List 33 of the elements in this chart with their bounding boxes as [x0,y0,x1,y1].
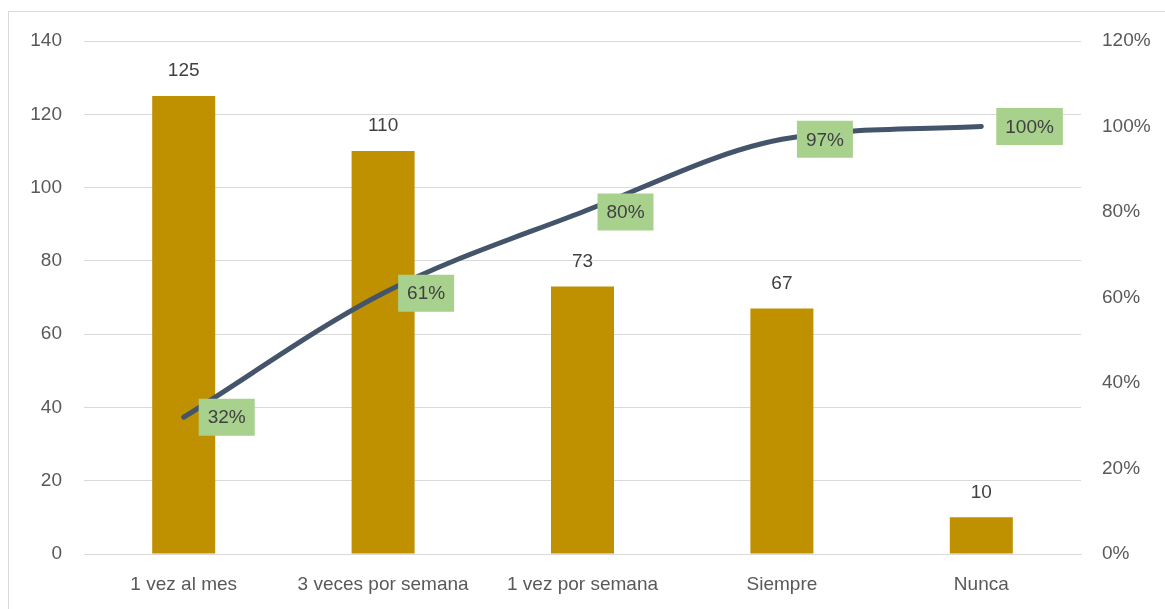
y-tick-label: 100 [30,175,62,197]
y-tick-label: 120 [30,102,62,124]
y-tick-label: 40 [40,395,62,417]
y-tick-label: 140 [30,29,62,51]
x-tick-label: 3 veces por semana [297,572,470,594]
x-tick-label: 1 vez al mes [130,572,238,594]
y2-tick-label: 80% [1102,200,1141,222]
y2-tick-label: 120% [1102,29,1151,51]
data-label: 97% [805,128,845,150]
data-label: 80% [606,201,645,223]
data-label: 73 [571,249,594,271]
y-tick-label: 0 [51,542,62,564]
y-tick-label: 60 [40,322,62,344]
data-label: 100% [1005,115,1054,137]
y-tick-label: 20 [40,468,62,490]
bar [551,286,615,554]
x-tick-label: Siempre [746,572,818,594]
data-label: 125 [167,59,200,81]
bar [750,308,814,554]
y2-tick-label: 20% [1102,456,1141,478]
y2-tick-label: 40% [1102,371,1141,393]
y-tick-label: 80 [40,249,62,271]
data-label: 10 [970,480,992,502]
data-label: 61% [407,282,446,304]
y2-tick-label: 60% [1102,285,1141,307]
x-tick-label: 1 vez por semana [506,572,659,594]
bar [949,517,1013,554]
data-label: 110 [367,114,399,136]
data-label: 67 [771,271,793,293]
y2-tick-label: 100% [1102,114,1151,136]
y2-tick-label: 0% [1102,542,1130,564]
x-tick-label: Nunca [953,572,1010,594]
data-label: 32% [207,406,246,428]
